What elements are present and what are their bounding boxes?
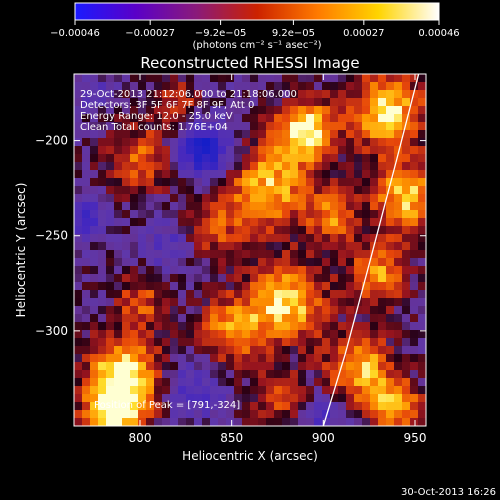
solar-limb-curve [322,74,420,426]
x-tick-label: 800 [129,431,152,445]
annotation-detectors: Detectors: 3F 5F 6F 7F 8F 9F, Att 0 [80,100,254,111]
x-axis-label: Heliocentric X (arcsec) [182,449,318,463]
y-tick-label: −200 [35,134,68,148]
colorbar-tick-label: −9.2e−05 [195,28,247,39]
colorbar-tick-label: 9.2e−05 [272,28,315,39]
colorbar-tick-label: 0.00046 [418,28,459,39]
footer-timestamp: 30-Oct-2013 16:26 [401,487,496,498]
colorbar-gradient [74,2,440,21]
annotation-time-range: 29-Oct-2013 21:12:06.000 to 21:18:06.000 [80,89,297,100]
y-tick-label: −250 [35,229,68,243]
axis-ticks: 800 850 900 950 −200 −250 −300 [35,74,426,445]
colorbar-unit-label: (photons cm⁻² s⁻¹ asec⁻²) [192,40,321,51]
annotation-clean-counts: Clean Total counts: 1.76E+04 [80,122,228,133]
x-tick-label: 900 [312,431,335,445]
colorbar-tick-label: −0.00046 [50,28,100,39]
heatmap [74,74,426,426]
peak-position-label: Position of Peak = [791,-324] [94,400,240,411]
colorbar-tick-label: 0.00027 [343,28,384,39]
colorbar-tick-label: −0.00027 [125,28,175,39]
colorbar: −0.00046 −0.00027 −9.2e−05 9.2e−05 0.00027 0.… [50,2,460,51]
y-tick-label: −300 [35,324,68,338]
y-axis-label: Heliocentric Y (arcsec) [14,183,28,318]
plot-frame [73,73,427,427]
x-tick-label: 950 [404,431,427,445]
annotation-block: 29-Oct-2013 21:12:06.000 to 21:18:06.000… [80,89,297,133]
x-tick-label: 850 [220,431,243,445]
chart-title: Reconstructed RHESSI Image [140,54,359,72]
annotation-energy-range: Energy Range: 12.0 - 25.0 keV [80,111,233,122]
